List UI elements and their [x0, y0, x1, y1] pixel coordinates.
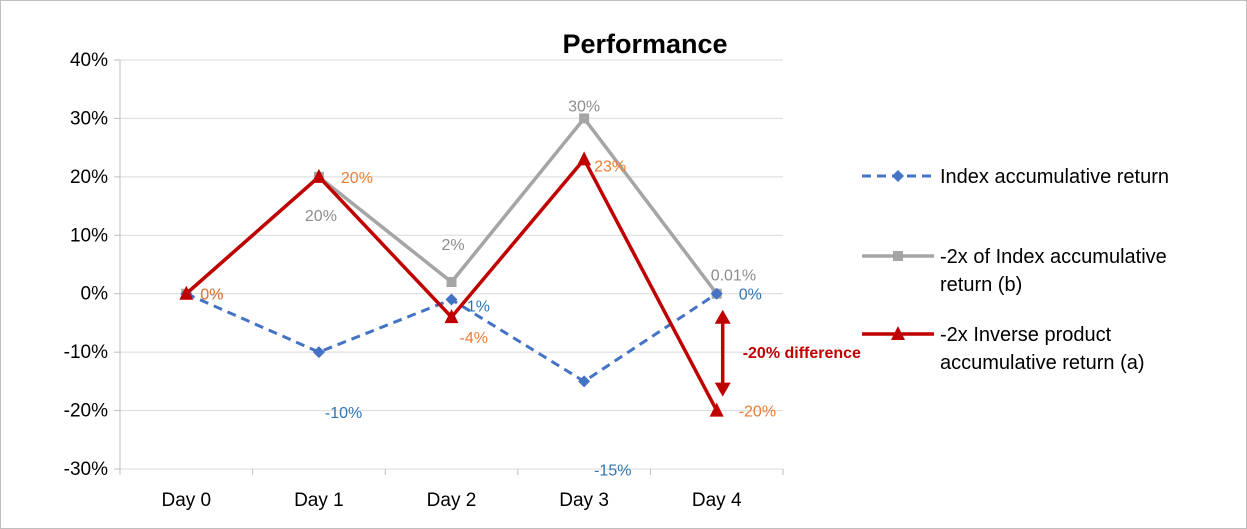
data-label: 20%	[305, 208, 337, 225]
data-label: 0%	[200, 287, 223, 304]
data-label: 30%	[568, 98, 600, 115]
data-label: 20%	[341, 170, 373, 187]
legend-marker	[891, 326, 905, 340]
chart-title: Performance	[562, 29, 727, 59]
y-tick-label: -30%	[64, 459, 108, 480]
legend-label: -2x Inverse product	[940, 324, 1112, 346]
legend-entry: -2x of Index accumulative return (b)	[862, 246, 1167, 296]
data-label: -1%	[462, 299, 490, 316]
data-label: 0%	[200, 287, 223, 304]
data-label: -20%	[739, 404, 776, 421]
x-axis-tick-labels: Day 0 Day 1 Day 2 Day 3 Day 4	[161, 490, 741, 511]
data-label: 2%	[442, 237, 465, 254]
difference-annotation: -20% difference	[743, 345, 861, 362]
arrow-head-down-icon	[714, 382, 731, 397]
legend: Index accumulative return -2x of Index ac…	[862, 166, 1169, 374]
legend-label: return (b)	[940, 274, 1022, 296]
data-point	[444, 309, 459, 324]
data-point	[709, 402, 724, 417]
legend-entry: -2x Inverse product accumulative return (…	[862, 324, 1145, 374]
data-label: 23%	[594, 158, 626, 175]
x-tick-label: Day 4	[692, 490, 742, 511]
x-tick-label: Day 2	[427, 490, 477, 511]
data-point	[710, 287, 723, 300]
data-label: 0%	[739, 287, 762, 304]
series-layer	[179, 113, 724, 417]
x-tick-label: Day 3	[559, 490, 609, 511]
y-tick-label: -10%	[64, 342, 108, 363]
data-label: -10%	[325, 405, 362, 422]
data-point	[312, 346, 325, 359]
legend-label: -2x of Index accumulative	[940, 246, 1167, 268]
data-point	[311, 168, 326, 183]
data-point	[578, 375, 591, 388]
y-axis-tick-labels: 40% 30% 20% 10% 0% -10% -20% -30%	[64, 50, 108, 480]
y-tick-label: 30%	[70, 108, 108, 129]
series-2	[179, 151, 724, 417]
legend-label: accumulative return (a)	[940, 352, 1145, 374]
annotation-layer: -20% difference	[714, 309, 861, 397]
data-labels-layer: 0%-10%-1%-15%0%0%20%2%30%0.01%0%20%-4%23…	[200, 98, 776, 479]
y-tick-label: 10%	[70, 225, 108, 246]
legend-marker	[893, 251, 903, 261]
series-1	[181, 113, 722, 299]
x-tick-label: Day 0	[161, 490, 211, 511]
data-label: 0.01%	[711, 268, 756, 285]
data-point	[445, 293, 458, 306]
legend-label: Index accumulative return	[940, 166, 1169, 188]
series-0	[180, 287, 723, 388]
legend-marker	[892, 170, 904, 182]
y-tick-label: 0%	[81, 284, 109, 305]
x-tick-label: Day 1	[294, 490, 344, 511]
data-label: -15%	[594, 462, 631, 479]
data-point	[579, 113, 590, 124]
legend-entry: Index accumulative return	[862, 166, 1169, 188]
data-point	[577, 151, 592, 166]
arrow-head-up-icon	[714, 309, 731, 324]
data-point	[446, 277, 457, 288]
series-line	[185, 115, 719, 296]
y-tick-label: 40%	[70, 50, 108, 71]
data-point	[179, 285, 194, 300]
data-label: 0%	[200, 287, 223, 304]
y-tick-label: 20%	[70, 167, 108, 188]
y-tick-label: -20%	[64, 401, 108, 422]
series-line	[185, 292, 718, 384]
data-label: -4%	[460, 330, 488, 347]
